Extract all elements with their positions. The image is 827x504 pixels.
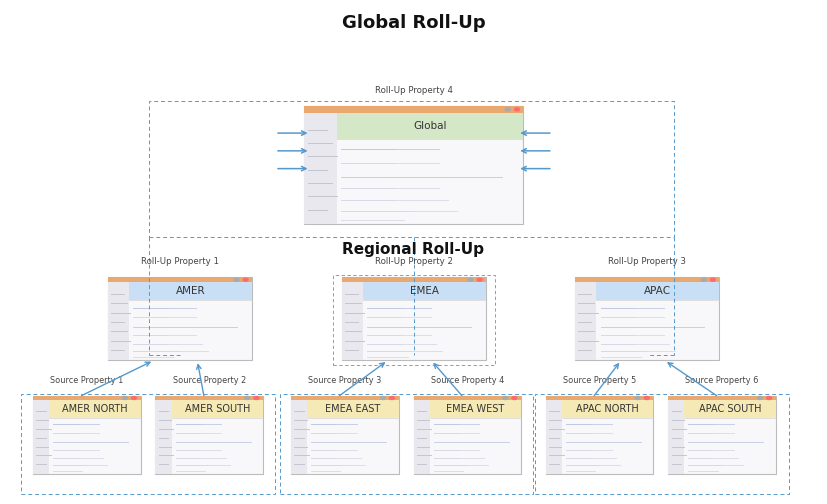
Bar [33, 396, 141, 400]
Text: EMEA WEST: EMEA WEST [447, 404, 504, 414]
Bar [684, 400, 776, 417]
Bar [155, 396, 263, 474]
Bar [414, 396, 521, 400]
Text: Regional Roll-Up: Regional Roll-Up [342, 242, 485, 257]
Circle shape [503, 397, 508, 400]
Text: Source Property 6: Source Property 6 [686, 375, 758, 385]
Text: Global: Global [414, 121, 447, 131]
Bar [596, 282, 719, 300]
Bar [337, 113, 523, 139]
Bar [304, 106, 523, 224]
Bar [562, 400, 653, 417]
Text: AMER: AMER [176, 286, 206, 296]
Bar [108, 277, 252, 360]
Bar [535, 394, 789, 494]
Bar [575, 277, 719, 360]
Bar [342, 277, 486, 282]
Text: Roll-Up Property 1: Roll-Up Property 1 [141, 257, 219, 266]
Bar [291, 396, 399, 474]
Bar [575, 282, 596, 360]
Bar [546, 396, 653, 474]
Text: Source Property 3: Source Property 3 [308, 375, 381, 385]
Circle shape [254, 397, 259, 400]
Bar [280, 394, 533, 494]
Circle shape [512, 397, 517, 400]
Bar [308, 400, 399, 417]
Text: Source Property 1: Source Property 1 [50, 375, 123, 385]
Circle shape [243, 278, 248, 281]
Bar [546, 396, 653, 400]
Circle shape [245, 397, 250, 400]
Text: AMER SOUTH: AMER SOUTH [184, 404, 250, 414]
Text: Global Roll-Up: Global Roll-Up [342, 14, 485, 32]
Bar [50, 400, 141, 417]
Text: Source Property 2: Source Property 2 [173, 375, 246, 385]
Bar [108, 282, 129, 360]
Circle shape [767, 397, 772, 400]
Bar [575, 277, 719, 282]
Text: AMER NORTH: AMER NORTH [62, 404, 127, 414]
Text: Source Property 5: Source Property 5 [563, 375, 636, 385]
Text: EMEA EAST: EMEA EAST [325, 404, 380, 414]
Circle shape [390, 397, 394, 400]
Circle shape [514, 108, 519, 111]
Bar [129, 282, 252, 300]
Circle shape [477, 278, 482, 281]
Bar [668, 396, 776, 474]
Text: Roll-Up Property 2: Roll-Up Property 2 [375, 257, 453, 266]
Bar [546, 400, 562, 474]
Circle shape [505, 108, 510, 111]
Bar [414, 396, 521, 474]
Circle shape [701, 278, 706, 281]
Bar [108, 277, 252, 282]
Bar [668, 396, 776, 400]
Text: APAC NORTH: APAC NORTH [576, 404, 639, 414]
Text: EMEA: EMEA [410, 286, 439, 296]
Bar [414, 400, 430, 474]
Bar [363, 282, 486, 300]
Text: Roll-Up Property 3: Roll-Up Property 3 [608, 257, 686, 266]
Circle shape [644, 397, 649, 400]
Circle shape [635, 397, 640, 400]
Text: APAC SOUTH: APAC SOUTH [699, 404, 762, 414]
Bar [342, 282, 363, 360]
Circle shape [468, 278, 473, 281]
Bar [333, 275, 495, 365]
Bar [33, 396, 141, 474]
Bar [304, 113, 337, 224]
Bar [430, 400, 521, 417]
Bar [149, 101, 674, 237]
Bar [291, 400, 308, 474]
Circle shape [122, 397, 127, 400]
Bar [33, 400, 49, 474]
Bar [291, 396, 399, 400]
Text: Roll-Up Property 4: Roll-Up Property 4 [375, 86, 453, 95]
Text: Source Property 4: Source Property 4 [431, 375, 504, 385]
Circle shape [710, 278, 715, 281]
Bar [155, 400, 172, 474]
Circle shape [380, 397, 385, 400]
Circle shape [131, 397, 136, 400]
Bar [172, 400, 263, 417]
Bar [668, 400, 684, 474]
Bar [342, 277, 486, 360]
Circle shape [234, 278, 239, 281]
Circle shape [758, 397, 762, 400]
Text: APAC: APAC [644, 286, 672, 296]
Bar [155, 396, 263, 400]
Bar [21, 394, 275, 494]
Bar [304, 106, 523, 113]
